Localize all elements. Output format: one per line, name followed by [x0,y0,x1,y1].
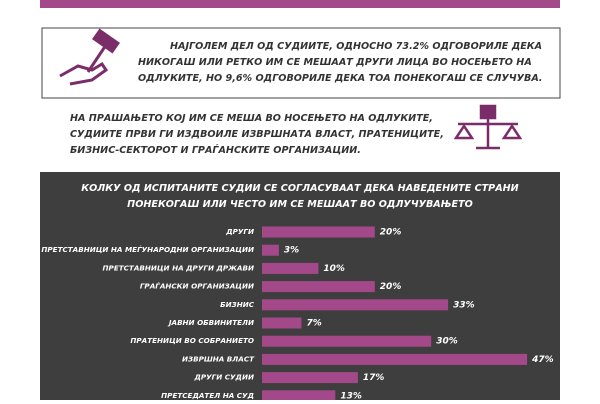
intro-box [41,27,561,99]
bar [262,390,336,402]
value-label: 3% [284,246,299,256]
category-label: ЈАВНИ ОБВИНИТЕЛИ [167,318,254,327]
chart-title: КОЛКУ ОД ИСПИТАНИТЕ СУДИИ СЕ СОГЛАСУВААТ… [81,183,518,194]
value-label: 47% [531,355,554,365]
value-label: 20% [380,282,402,292]
category-label: ПРЕТСТАВНИЦИ НА ДРУГИ ДРЖАВИ [103,263,254,272]
category-label: ГРАЃАНСКИ ОРГАНИЗАЦИИ [140,282,254,291]
value-label: 20% [380,228,402,238]
value-label: 13% [340,391,362,400]
second-line: НА ПРАШАЊЕТО КОЈ ИМ СЕ МЕША ВО НОСЕЊЕТО … [70,113,433,124]
category-label: ДРУГИ [225,227,254,236]
intro-line: ОДЛУКИТЕ, НО 9,6% ОДГОВОРИЛЕ ДЕКА ТОА ПО… [138,73,542,84]
bar [262,262,319,274]
value-label: 7% [306,319,321,329]
bar [262,335,432,347]
intro-line: НАЈГОЛЕМ ДЕЛ ОД СУДИИТЕ, ОДНОСНО 73.2% О… [170,41,542,52]
value-label: 33% [453,300,475,310]
top-band [40,0,560,8]
category-label: БИЗНИС [220,300,255,309]
bar [262,281,375,293]
category-label: ДРУГИ СУДИИ [193,373,254,382]
bar [262,317,302,329]
value-label: 10% [323,264,345,274]
category-label: ПРЕТСТАВНИЦИ НА МЕЃУНАРОДНИ ОРГАНИЗАЦИИ [41,245,254,254]
gavel-icon [59,28,120,86]
value-label: 30% [436,337,458,347]
value-label: 17% [363,373,385,383]
bar [262,353,528,365]
scales-icon [453,104,523,150]
second-line: СУДИИТЕ ПРВИ ГИ ИЗДВОИЛЕ ИЗВРШНАТА ВЛАСТ… [70,129,444,140]
chart-title: ПОНЕКОГАШ ИЛИ ЧЕСТО ИМ СЕ МЕШААТ ВО ОДЛУ… [127,199,473,210]
category-label: ИЗВРШНА ВЛАСТ [182,354,255,363]
bar [262,244,279,256]
category-label: ПРЕТСЕДАТЕЛ НА СУД [161,391,254,400]
second-line: БИЗНИС-СЕКТОРОТ И ГРАЃАНСКИТЕ ОРГАНИЗАЦИ… [70,143,361,156]
bar [262,226,375,238]
bar [262,299,449,311]
intro-line: НИКОГАШ ИЛИ РЕТКО ИМ СЕ МЕШААТ ДРУГИ ЛИЦ… [138,57,532,68]
bar [262,372,358,384]
category-label: ПРАТЕНИЦИ ВО СОБРАНИЕТО [130,336,254,345]
